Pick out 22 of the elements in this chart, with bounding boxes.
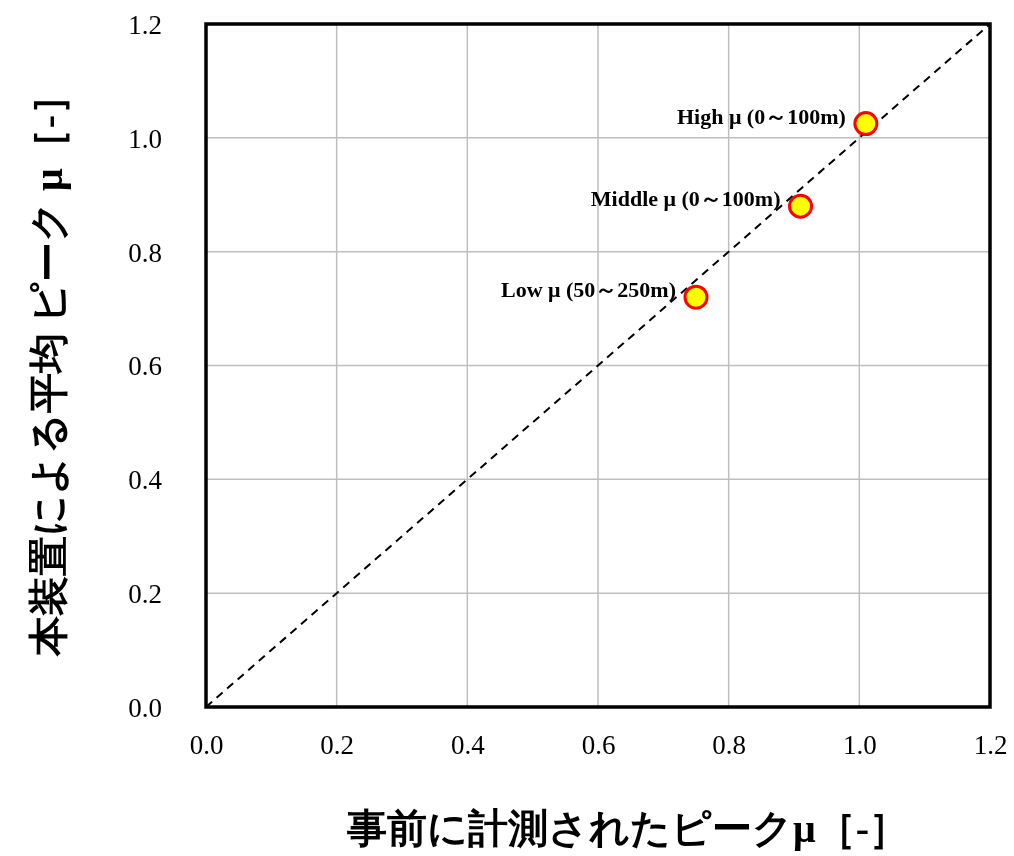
point	[853, 111, 879, 137]
y-tick-label: 0.2	[128, 579, 162, 610]
x-tick-label: 0.0	[189, 730, 224, 761]
y-tick-label: 0.0	[128, 692, 162, 723]
y-tick-label: 1.2	[128, 9, 162, 40]
y-tick-label: 0.8	[128, 237, 162, 268]
y-tick-label: 1.0	[128, 123, 162, 154]
annotation: Middle μ (0～100m)	[590, 186, 781, 212]
y-axis-title: 本装置による平均 ピーク μ［-］	[26, 75, 71, 657]
x-tick-label: 0.6	[581, 730, 616, 761]
point	[683, 284, 709, 310]
x-tick-label: 0.4	[450, 730, 486, 761]
y-tick-label: 0.4	[128, 465, 163, 496]
x-tick-label: 1.2	[973, 730, 1008, 761]
point	[788, 193, 814, 219]
annotation: High μ (0～100m)	[676, 103, 846, 129]
x-tick-label: 1.0	[842, 730, 877, 761]
x-tick-label: 0.8	[712, 730, 747, 761]
x-tick-label: 0.2	[320, 730, 355, 761]
annotation: Low μ (50～250m)	[500, 277, 676, 303]
y-tick-label: 0.6	[128, 351, 162, 382]
x-axis-title: 事前に計測されたピークμ［-］	[346, 806, 909, 851]
